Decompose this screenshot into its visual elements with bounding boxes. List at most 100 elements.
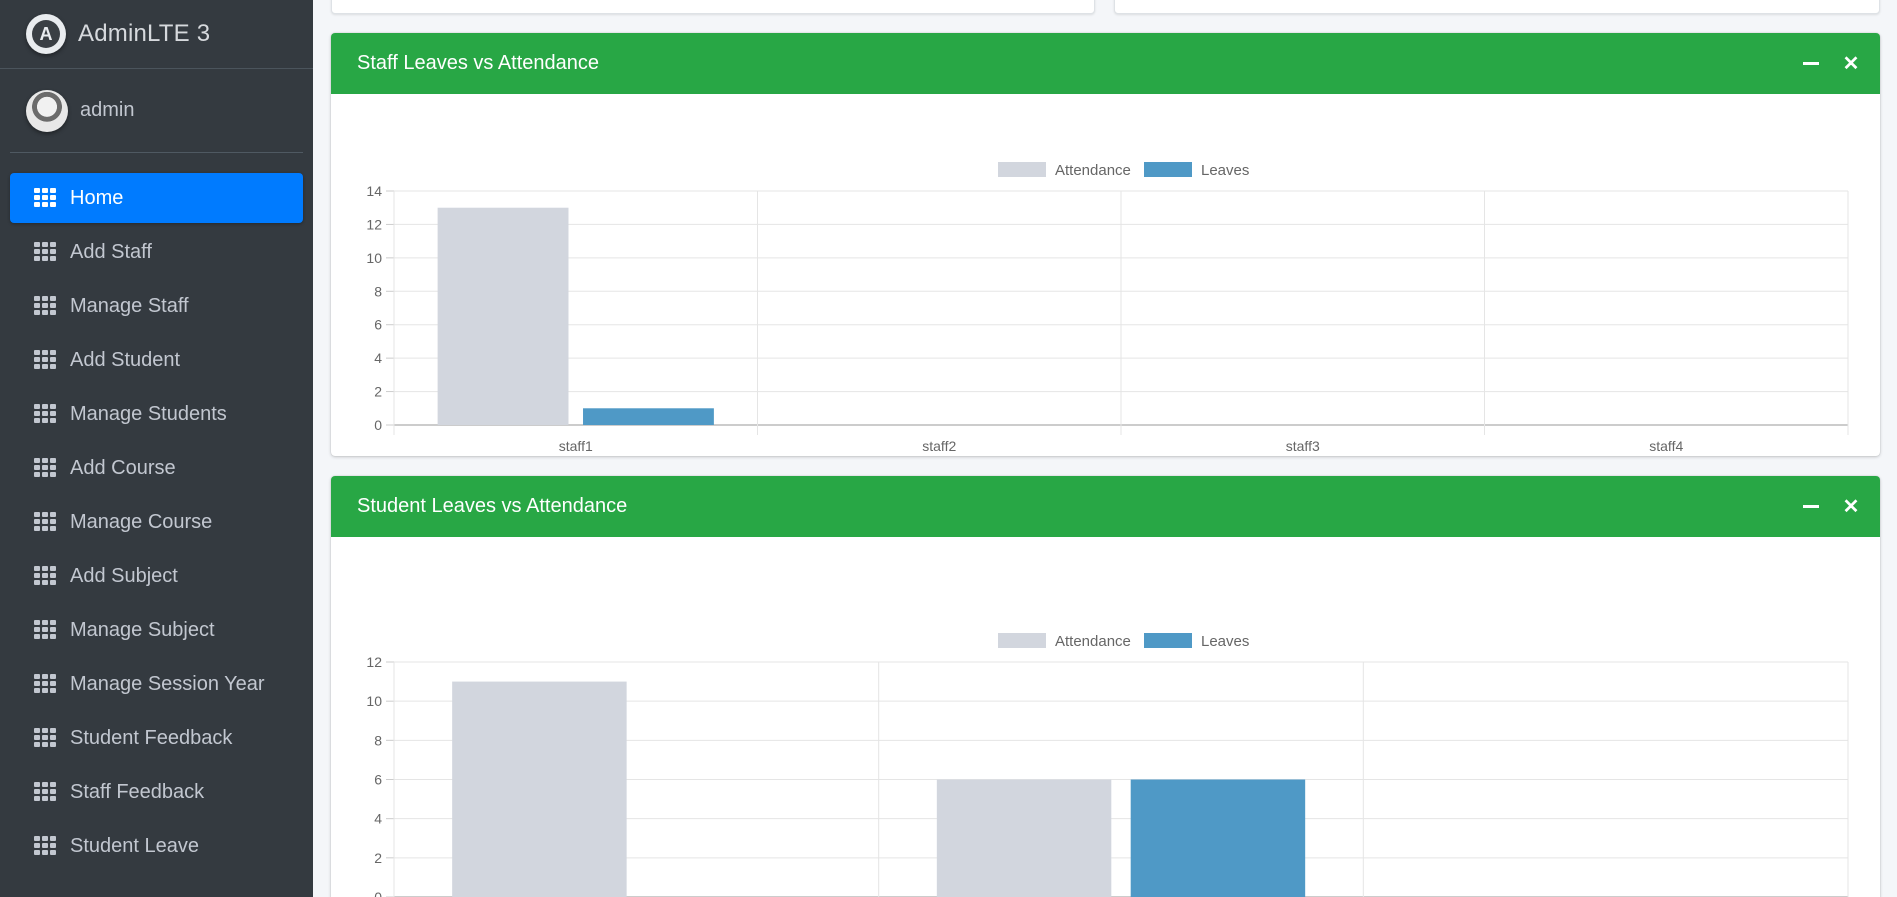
sidebar-item-manage-subject[interactable]: Manage Subject [10, 605, 303, 655]
th-icon [34, 242, 56, 262]
student-chart-card: Student Leaves vs Attendance ✕ Attendanc… [331, 476, 1880, 897]
th-icon [34, 296, 56, 316]
th-icon [34, 458, 56, 478]
y-tick-label: 12 [366, 216, 382, 232]
legend-item: Attendance [998, 162, 1131, 179]
sidebar-item-label: Manage Staff [70, 294, 189, 317]
sidebar-item-label: Staff Feedback [70, 780, 205, 803]
student-bar-chart: AttendanceLeaves024681012student1student… [366, 633, 1849, 897]
card-header: Staff Leaves vs Attendance ✕ [331, 33, 1880, 94]
user-panel[interactable]: admin [10, 69, 303, 153]
close-button[interactable]: ✕ [1842, 495, 1860, 518]
sidebar: A AdminLTE 3 admin Home Add Staff Manage S… [0, 0, 313, 897]
close-button[interactable]: ✕ [1842, 52, 1860, 75]
legend-label: Attendance [1055, 162, 1131, 179]
y-tick-label: 10 [366, 250, 382, 266]
sidebar-item-label: Home [70, 186, 124, 209]
x-tick-label: staff3 [1286, 438, 1320, 454]
legend-swatch [998, 162, 1046, 177]
legend-item: Leaves [1144, 162, 1249, 179]
sidebar-item-label: Manage Subject [70, 618, 215, 641]
minus-icon [1803, 62, 1819, 65]
y-tick-label: 4 [374, 811, 382, 827]
y-tick-label: 2 [374, 850, 382, 866]
y-tick-label: 6 [374, 317, 382, 333]
y-tick-label: 0 [374, 889, 382, 897]
brand-name: AdminLTE 3 [78, 20, 211, 47]
sidebar-item-add-course[interactable]: Add Course [10, 443, 303, 493]
legend-label: Leaves [1201, 633, 1249, 650]
user-name[interactable]: admin [80, 99, 135, 121]
legend-item: Leaves [1144, 633, 1249, 650]
bar [1130, 779, 1306, 897]
x-tick-label: staff1 [559, 438, 593, 454]
y-tick-label: 8 [374, 732, 382, 748]
sidebar-item-add-student[interactable]: Add Student [10, 335, 303, 385]
th-icon [34, 188, 56, 208]
y-tick-label: 6 [374, 772, 382, 788]
chart-area: Attendance Leaves 0 2 4 6 8 10 12 14 staff1 staff2 s… [331, 94, 1880, 456]
x-tick-label: staff4 [1649, 438, 1683, 454]
card-tools: ✕ [1802, 476, 1860, 537]
bar [452, 681, 627, 897]
sidebar-item-label: Add Staff [70, 240, 152, 263]
th-icon [34, 782, 56, 802]
card-title: Student Leaves vs Attendance [357, 495, 628, 517]
bar [936, 779, 1112, 897]
card-tools: ✕ [1802, 33, 1860, 94]
bar [583, 408, 714, 425]
x-tick-label: staff2 [922, 438, 956, 454]
legend-label: Attendance [1055, 633, 1131, 650]
sidebar-item-manage-session-year[interactable]: Manage Session Year [10, 659, 303, 709]
legend-swatch [1144, 633, 1192, 648]
minimize-button[interactable] [1802, 55, 1820, 73]
minimize-button[interactable] [1802, 498, 1820, 516]
sidebar-item-add-subject[interactable]: Add Subject [10, 551, 303, 601]
sidebar-item-manage-students[interactable]: Manage Students [10, 389, 303, 439]
card-title: Staff Leaves vs Attendance [357, 52, 600, 74]
sidebar-item-manage-course[interactable]: Manage Course [10, 497, 303, 547]
sidebar-item-label: Student Leave [70, 834, 199, 857]
legend-swatch [998, 633, 1046, 648]
staff-chart-card: Staff Leaves vs Attendance ✕ Attendance L… [331, 33, 1880, 456]
sidebar-item-label: Student Feedback [70, 726, 233, 749]
minus-icon [1803, 505, 1819, 508]
staff-bar-chart: Attendance Leaves 0 2 4 6 8 10 12 14 staff1 staff2 s… [366, 162, 1849, 454]
th-icon [34, 404, 56, 424]
sidebar-item-student-feedback[interactable]: Student Feedback [10, 713, 303, 763]
brand-link[interactable]: A AdminLTE 3 [0, 0, 313, 69]
y-tick-label: 10 [366, 693, 382, 709]
y-tick-label: 4 [374, 350, 382, 366]
top-card-left [331, 0, 1095, 14]
y-tick-label: 0 [374, 417, 382, 433]
sidebar-item-label: Add Subject [70, 564, 178, 587]
y-tick-label: 2 [374, 384, 382, 400]
th-icon [34, 512, 56, 532]
bar [437, 207, 569, 425]
sidebar-item-manage-staff[interactable]: Manage Staff [10, 281, 303, 331]
th-icon [34, 566, 56, 586]
th-icon [34, 620, 56, 640]
y-tick-label: 8 [374, 283, 382, 299]
times-icon: ✕ [1842, 495, 1860, 518]
avatar [26, 89, 68, 132]
sidebar-item-label: Add Student [70, 348, 181, 371]
card-header: Student Leaves vs Attendance ✕ [331, 476, 1880, 537]
legend-label: Leaves [1201, 162, 1249, 179]
sidebar-item-label: Manage Course [70, 510, 213, 533]
sidebar-nav: Home Add Staff Manage Staff Add Student Mana… [0, 153, 313, 871]
main-content: Staff Leaves vs Attendance ✕ Attendance L… [313, 0, 1897, 897]
sidebar-item-add-staff[interactable]: Add Staff [10, 227, 303, 277]
th-icon [34, 728, 56, 748]
th-icon [34, 350, 56, 370]
sidebar-item-student-leave[interactable]: Student Leave [10, 821, 303, 871]
times-icon: ✕ [1842, 52, 1860, 75]
brand-logo: A [26, 14, 66, 54]
sidebar-item-label: Manage Students [70, 402, 227, 425]
brand-logo-letter: A [32, 20, 60, 48]
sidebar-item-home[interactable]: Home [10, 173, 303, 223]
top-card-right [1114, 0, 1880, 14]
sidebar-item-staff-feedback[interactable]: Staff Feedback [10, 767, 303, 817]
chart-area: AttendanceLeaves024681012student1student… [331, 537, 1880, 897]
legend-item: Attendance [998, 633, 1131, 650]
